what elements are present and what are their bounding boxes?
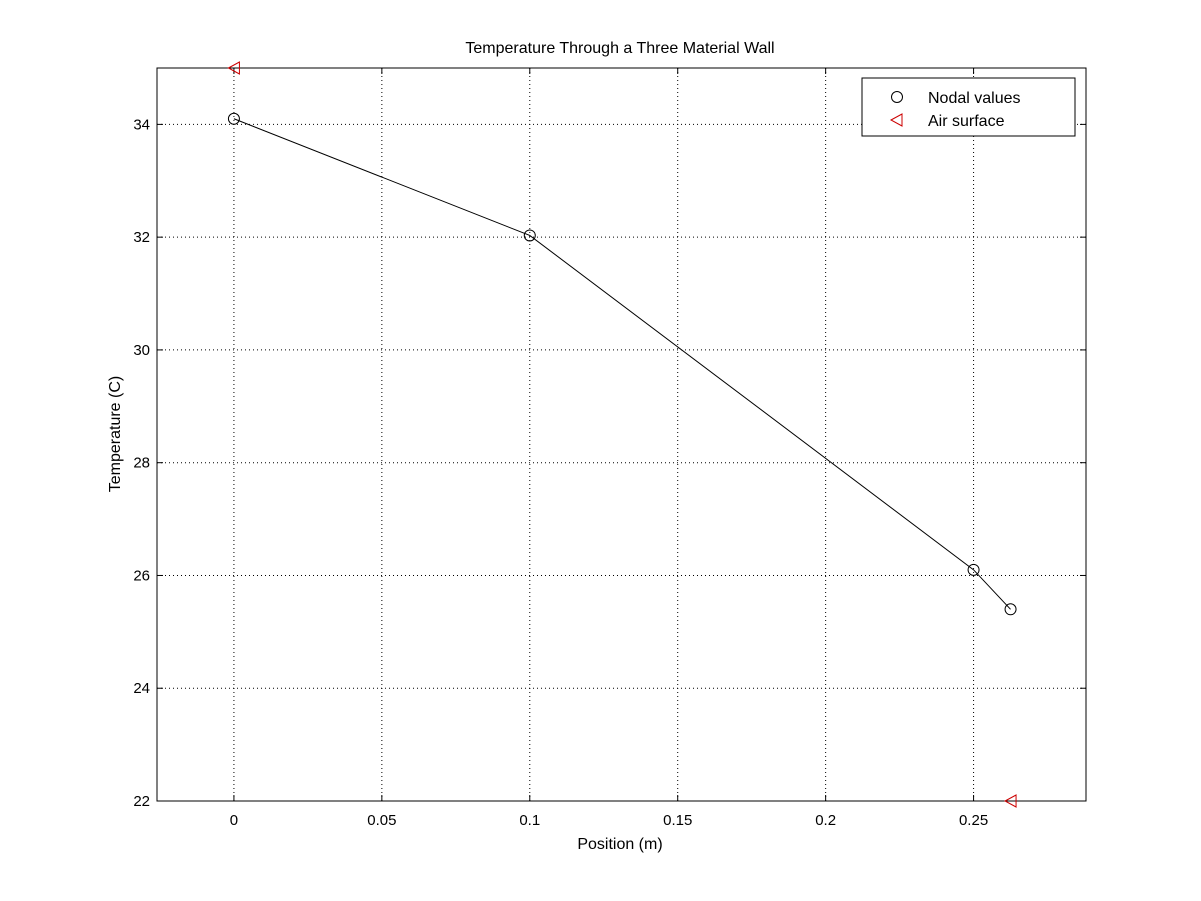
grid <box>157 68 1086 802</box>
data-point-circle <box>523 229 536 242</box>
data-point-circle <box>227 112 240 125</box>
legend-label-air-surface: Air surface <box>928 113 1005 130</box>
y-tick-label: 32 <box>133 229 150 246</box>
y-tick-label: 26 <box>133 567 150 584</box>
y-tick-label: 28 <box>133 455 150 472</box>
x-tick-label: 0.25 <box>959 812 988 829</box>
x-tick-label: 0.1 <box>519 812 540 829</box>
data-point-circle <box>967 563 980 576</box>
chart-title: Temperature Through a Three Material Wal… <box>465 40 774 57</box>
x-tick-label: 0.2 <box>815 812 836 829</box>
data-point-circle <box>1004 603 1017 616</box>
x-axis-title: Position (m) <box>577 836 662 853</box>
y-tick-label: 24 <box>133 680 150 697</box>
series-line-0 <box>233 118 1011 610</box>
legend-box <box>861 77 1076 137</box>
y-tick-label: 22 <box>133 793 150 810</box>
data-point-triangle <box>227 61 240 75</box>
legend: Nodal values Air surface <box>861 77 1076 137</box>
x-tick-label: 0.15 <box>663 812 692 829</box>
y-tick-label: 30 <box>133 342 150 359</box>
series <box>227 61 1017 808</box>
plot-frame <box>156 67 1087 802</box>
legend-label-nodal-values: Nodal values <box>928 90 1021 107</box>
legend-marker-nodal-values <box>891 91 903 103</box>
x-tick-label: 0 <box>230 812 238 829</box>
axis-ticks: 0 0.05 0.1 0.15 0.2 0.25 22 24 26 28 30 32 34 <box>133 68 1086 829</box>
legend-marker-air-surface <box>889 113 903 127</box>
y-tick-label: 34 <box>133 116 150 133</box>
data-point-triangle <box>1004 794 1017 808</box>
y-axis-title: Temperature (C) <box>107 376 124 492</box>
x-tick-label: 0.05 <box>367 812 396 829</box>
